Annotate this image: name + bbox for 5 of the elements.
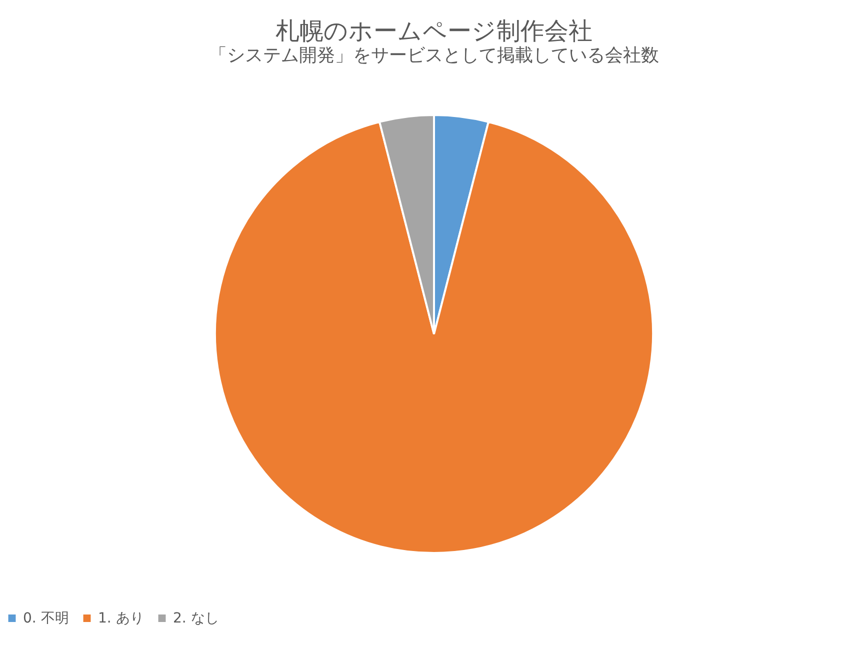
legend-label: 1. あり	[98, 610, 144, 626]
chart-title: 札幌のホームページ制作会社	[276, 17, 592, 45]
legend-label: 2. なし	[173, 610, 219, 626]
chart-subtitle: 「システム開発」をサービスとして掲載している会社数	[209, 45, 659, 66]
legend-label: 0. 不明	[23, 610, 69, 626]
